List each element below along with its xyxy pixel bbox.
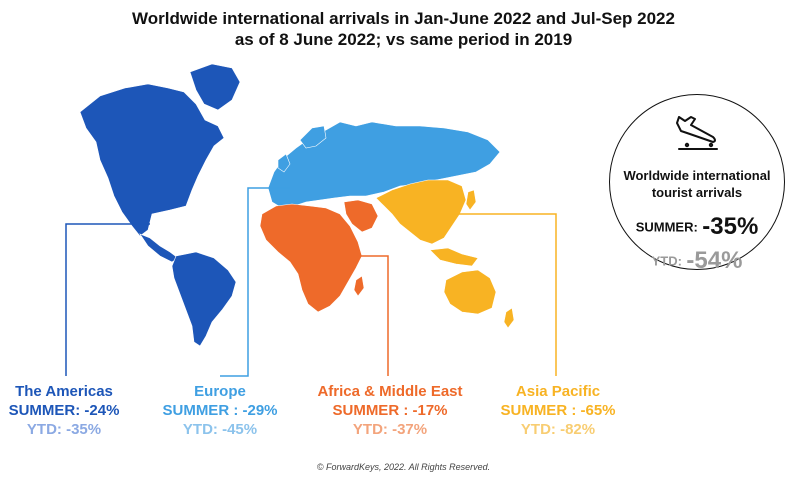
americas-connector xyxy=(65,223,150,376)
region-summer-value: SUMMER : -65% xyxy=(500,402,616,419)
worldwide-caption: Worldwide international tourist arrivals xyxy=(610,167,784,201)
australia-shape xyxy=(443,269,497,315)
region-europe: Europe SUMMER : -29% YTD: -45% xyxy=(150,382,290,439)
africa-me-connector xyxy=(356,255,389,376)
region-name: Asia Pacific xyxy=(515,383,601,400)
title-line-1: Worldwide international arrivals in Jan-… xyxy=(132,9,675,28)
region-summer-value: SUMMER : -17% xyxy=(332,402,448,419)
africa-me-landmass xyxy=(259,199,379,313)
worldwide-summer: SUMMER: -35% xyxy=(610,213,784,241)
south-america-shape xyxy=(171,251,237,347)
japan-shape xyxy=(465,189,477,211)
title-line-2: as of 8 June 2022; vs same period in 201… xyxy=(234,30,573,49)
worldwide-summer-label: SUMMER: xyxy=(635,219,698,235)
worldwide-summary-circle: Worldwide international tourist arrivals… xyxy=(609,94,785,274)
middle-east-shape xyxy=(343,199,379,233)
region-name: Europe xyxy=(194,383,246,400)
region-ytd-value: YTD: -82% xyxy=(520,421,596,438)
region-summer-value: SUMMER: -24% xyxy=(8,402,120,419)
asia-pacific-connector xyxy=(452,213,557,376)
copyright-footer: © ForwardKeys, 2022. All Rights Reserved… xyxy=(316,462,491,472)
africa-shape xyxy=(259,203,363,313)
caption-line-1: Worldwide international xyxy=(623,168,771,183)
asia-shape xyxy=(375,179,467,245)
airplane-arrival-icon xyxy=(676,116,718,150)
region-africa-middle-east: Africa & Middle East SUMMER : -17% YTD: … xyxy=(300,382,480,439)
central-america-shape xyxy=(139,233,179,263)
europe-russia-shape xyxy=(267,121,501,209)
caption-line-2: tourist arrivals xyxy=(651,185,743,200)
worldwide-ytd-value: -54% xyxy=(686,247,743,274)
chart-title: Worldwide international arrivals in Jan-… xyxy=(0,8,807,50)
uk-shape xyxy=(277,153,291,173)
scandinavia-shape xyxy=(299,125,327,149)
region-ytd-value: YTD: -35% xyxy=(26,421,102,438)
worldwide-ytd: YTD: -54% xyxy=(610,247,784,275)
sea-islands-shape xyxy=(429,247,479,267)
region-americas: The Americas SUMMER: -24% YTD: -35% xyxy=(0,382,128,439)
new-zealand-shape xyxy=(503,307,515,329)
region-name: The Americas xyxy=(15,383,113,400)
europe-landmass xyxy=(267,121,501,209)
americas-landmass xyxy=(79,63,241,347)
north-america-shape xyxy=(79,83,225,237)
europe-connector xyxy=(220,187,290,377)
region-ytd-value: YTD: -37% xyxy=(352,421,428,438)
region-ytd-value: YTD: -45% xyxy=(182,421,258,438)
worldwide-ytd-label: YTD: xyxy=(651,253,682,269)
greenland-shape xyxy=(189,63,241,111)
region-summer-value: SUMMER : -29% xyxy=(162,402,278,419)
region-asia-pacific: Asia Pacific SUMMER : -65% YTD: -82% xyxy=(488,382,628,439)
madagascar-shape xyxy=(353,275,365,297)
worldwide-summer-value: -35% xyxy=(702,213,759,240)
asia-pacific-landmass xyxy=(375,179,515,329)
region-name: Africa & Middle East xyxy=(317,383,463,400)
